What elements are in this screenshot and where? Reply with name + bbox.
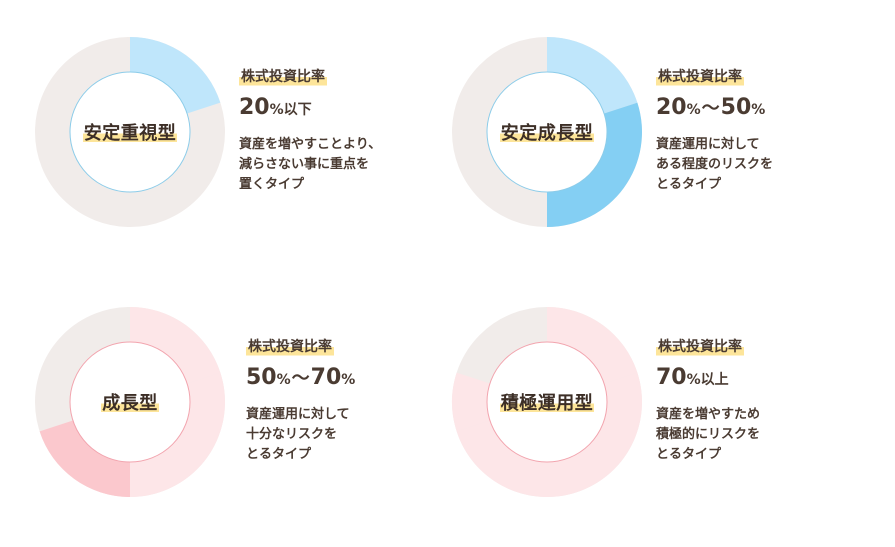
- desc-line: 資産を増やすことより、: [239, 137, 382, 152]
- stock-ratio-label: 株式投資比率: [656, 337, 744, 357]
- center-circle: [69, 71, 191, 193]
- ratio-suffix: 以下: [283, 102, 312, 118]
- description: 資産を増やすことより、 減らさない事に重点を 置くタイプ: [239, 135, 459, 195]
- center-circle: [69, 341, 191, 463]
- stock-share-segment: [130, 37, 221, 114]
- info-block: 株式投資比率 50%～70% 資産運用に対して 十分なリスクを とるタイプ: [246, 336, 466, 465]
- card-aggressive: 積極運用型 株式投資比率 70%以上 資産を増やすため 積極的にリスクを とるタ…: [451, 306, 871, 506]
- info-block: 株式投資比率 70%以上 資産を増やすため 積極的にリスクを とるタイプ: [656, 336, 876, 465]
- donut-chart: 安定重視型: [34, 36, 226, 228]
- desc-line: 資産を増やすため: [656, 407, 761, 422]
- donut-chart: 安定成長型: [451, 36, 643, 228]
- description: 資産運用に対して 十分なリスクを とるタイプ: [246, 405, 466, 465]
- donut-chart: 成長型: [34, 306, 226, 498]
- ratio-value: 20%以下: [239, 91, 459, 127]
- ratio-to: 50: [720, 95, 752, 120]
- description: 資産運用に対して ある程度のリスクを とるタイプ: [656, 135, 876, 195]
- description: 資産を増やすため 積極的にリスクを とるタイプ: [656, 405, 876, 465]
- desc-line: 置くタイプ: [239, 177, 305, 192]
- ratio-from: 50: [246, 365, 277, 390]
- desc-line: 積極的にリスクを: [656, 427, 761, 442]
- donut-svg: [35, 307, 226, 497]
- stock-share-segment: [452, 372, 490, 432]
- ratio-value: 20%～50%: [656, 91, 876, 127]
- donut-svg: [35, 37, 225, 227]
- ratio-value: 70%以上: [656, 361, 876, 397]
- desc-line: ある程度のリスクを: [656, 157, 774, 172]
- percent-sign: %: [269, 102, 284, 118]
- stock-share-segment: [456, 372, 642, 497]
- donut-svg: [452, 307, 642, 497]
- percent-sign: %: [341, 372, 356, 388]
- percent-sign: %: [686, 102, 701, 118]
- percent-sign: %: [276, 372, 291, 388]
- card-growth: 成長型 株式投資比率 50%～70% 資産運用に対して 十分なリスクを とるタイ…: [34, 306, 454, 506]
- ratio-to: 70: [310, 365, 342, 390]
- stock-share-segment: [547, 37, 638, 114]
- desc-line: 十分なリスクを: [246, 427, 338, 442]
- ratio-value: 50%～70%: [246, 361, 466, 397]
- desc-line: とるタイプ: [246, 447, 312, 462]
- ratio-from: 20: [656, 95, 687, 120]
- desc-line: 資産運用に対して: [656, 137, 760, 152]
- donut-svg: [452, 37, 642, 227]
- ratio-from: 70: [656, 365, 687, 390]
- donut-chart: 積極運用型: [451, 306, 643, 498]
- desc-line: 減らさない事に重点を: [239, 157, 370, 172]
- info-block: 株式投資比率 20%以下 資産を増やすことより、 減らさない事に重点を 置くタイ…: [239, 66, 459, 195]
- stock-ratio-label: 株式投資比率: [656, 67, 744, 87]
- center-circle: [486, 341, 608, 463]
- stock-share-segment: [547, 307, 638, 384]
- center-circle: [486, 71, 608, 193]
- range-tilde: ～: [701, 98, 720, 119]
- percent-sign: %: [751, 102, 766, 118]
- stock-share-segment: [130, 307, 221, 384]
- range-tilde: ～: [291, 368, 310, 389]
- stock-ratio-label: 株式投資比率: [239, 67, 327, 87]
- ratio-suffix: 以上: [700, 372, 729, 388]
- desc-line: とるタイプ: [656, 177, 722, 192]
- card-stable-focus: 安定重視型 株式投資比率 20%以下 資産を増やすことより、 減らさない事に重点…: [34, 36, 454, 236]
- info-block: 株式投資比率 20%～50% 資産運用に対して ある程度のリスクを とるタイプ: [656, 66, 876, 195]
- desc-line: とるタイプ: [656, 447, 722, 462]
- stock-ratio-label: 株式投資比率: [246, 337, 334, 357]
- card-stable-growth: 安定成長型 株式投資比率 20%～50% 資産運用に対して ある程度のリスクを …: [451, 36, 871, 236]
- ratio-from: 20: [239, 95, 270, 120]
- desc-line: 資産運用に対して: [246, 407, 350, 422]
- percent-sign: %: [686, 372, 701, 388]
- stock-share-segment: [547, 102, 642, 227]
- stock-share-highlight: [39, 420, 131, 497]
